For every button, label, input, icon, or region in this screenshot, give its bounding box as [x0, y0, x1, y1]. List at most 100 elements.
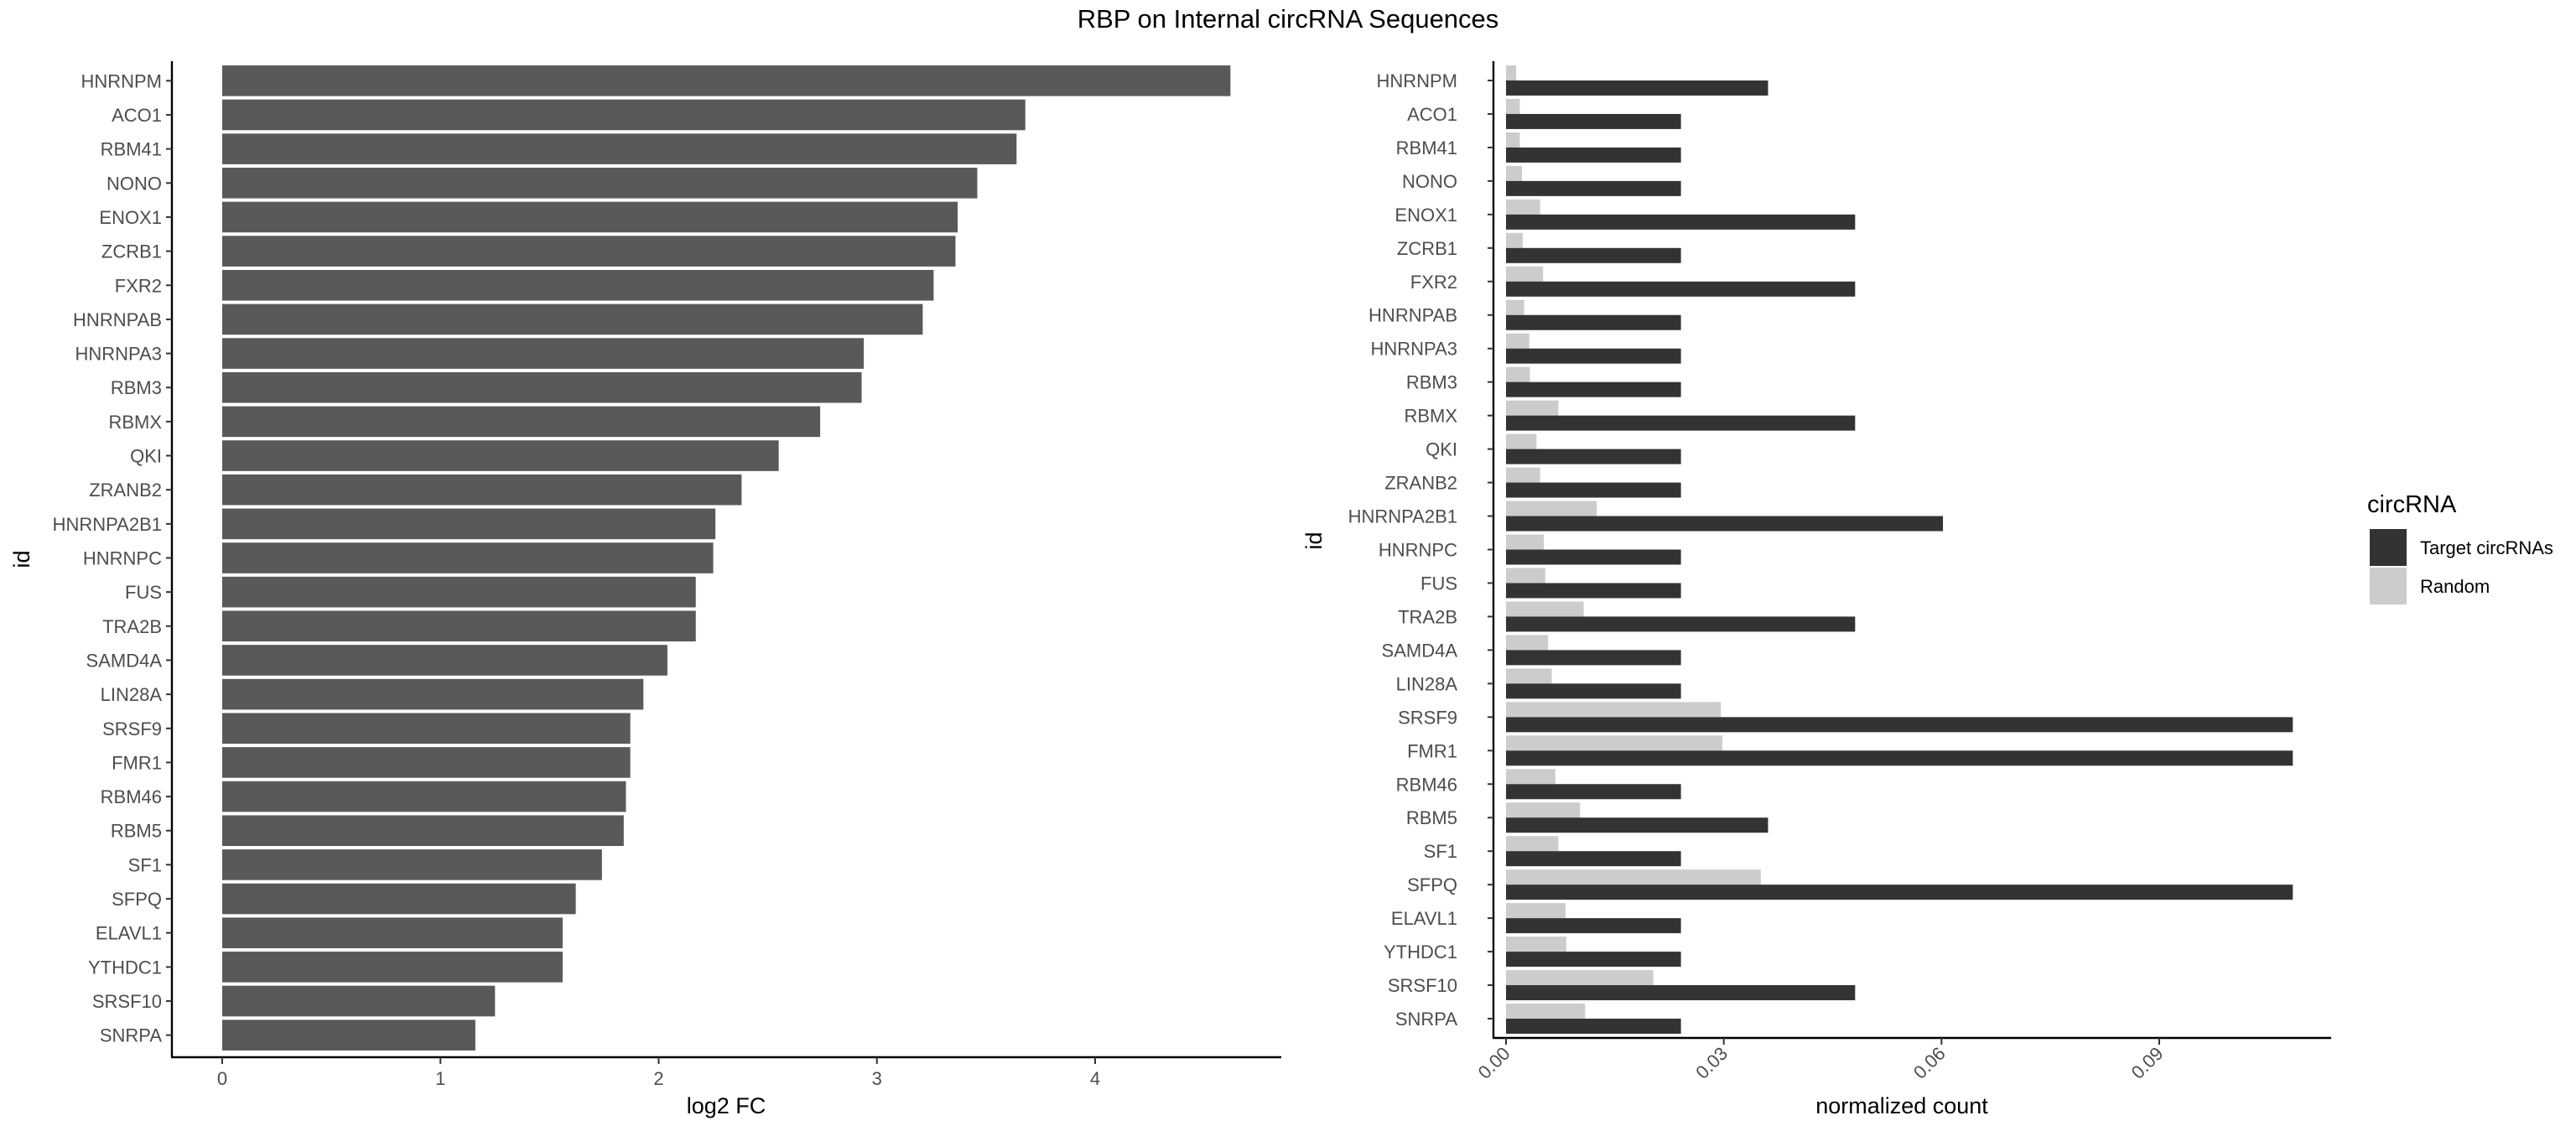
left-category-label-enox1: ENOX1 [99, 207, 162, 228]
right-bar-random-nono [1506, 165, 1523, 181]
left-category-label-rbmx: RBMX [108, 412, 162, 433]
right-bar-target-hnrnpa3 [1506, 348, 1681, 364]
left-category-label-hnrnpa2b1: HNRNPA2B1 [53, 514, 162, 535]
right-category-label-rbmx: RBMX [1404, 406, 1457, 427]
right-bar-target-rbm41 [1506, 147, 1681, 163]
right-bar-target-rbmx [1506, 415, 1856, 431]
right-category-label-zranb2: ZRANB2 [1384, 473, 1457, 494]
right-bar-random-rbm41 [1506, 132, 1520, 148]
left-x-axis-title: log2 FC [687, 1093, 766, 1118]
left-bar-zcrb1 [222, 236, 956, 267]
right-category-label-rbm46: RBM46 [1396, 774, 1457, 795]
right-bar-random-elavl1 [1506, 903, 1566, 919]
left-bar-hnrnpa2b1 [222, 508, 716, 540]
left-category-label-hnrnpab: HNRNPAB [73, 309, 162, 330]
left-category-label-aco1: ACO1 [112, 105, 162, 126]
left-bar-fxr2 [222, 269, 934, 301]
right-category-label-hnrnpab: HNRNPAB [1368, 305, 1457, 326]
left-category-label-sfpq: SFPQ [112, 889, 162, 910]
left-category-label-snrpa: SNRPA [100, 1025, 162, 1046]
right-bar-random-samd4a [1506, 635, 1549, 651]
right-category-label-ythdc1: YTHDC1 [1384, 942, 1457, 962]
right-bar-random-tra2b [1506, 601, 1584, 617]
left-chart-panel: HNRNPM ACO1 RBM41 NONO ENOX1 ZCRB1 FXR2 HNRNPAB… [9, 61, 1281, 1118]
right-category-label-lin28a: LIN28A [1396, 673, 1458, 694]
left-bar-snrpa [222, 1019, 475, 1051]
right-bar-target-zranb2 [1506, 482, 1681, 498]
left-bar-rbm46 [222, 781, 626, 812]
right-bar-random-srsf10 [1506, 970, 1654, 986]
right-x-tick-label: 0.03 [1691, 1043, 1732, 1083]
right-bar-random-aco1 [1506, 98, 1520, 114]
right-bar-random-fmr1 [1506, 735, 1722, 751]
right-category-label-srsf10: SRSF10 [1388, 975, 1457, 996]
left-x-tick-label: 1 [435, 1068, 445, 1089]
right-bar-target-sfpq [1506, 885, 2293, 900]
right-category-label-sf1: SF1 [1424, 841, 1457, 862]
right-bar-random-rbm3 [1506, 366, 1530, 382]
right-x-ticks: 0.00 0.03 0.06 0.09 [1474, 1038, 2168, 1083]
right-bar-random-ythdc1 [1506, 936, 1566, 952]
left-bar-srsf10 [222, 985, 496, 1017]
right-category-label-aco1: ACO1 [1407, 104, 1457, 125]
right-category-label-rbm5: RBM5 [1406, 807, 1457, 828]
right-category-label-fmr1: FMR1 [1407, 740, 1457, 761]
right-category-label-snrpa: SNRPA [1395, 1009, 1457, 1030]
right-category-label-hnrnpm: HNRNPM [1376, 70, 1457, 91]
right-bar-random-rbm5 [1506, 802, 1581, 818]
left-category-label-rbm3: RBM3 [111, 377, 162, 398]
left-y-axis-title: id [9, 550, 34, 568]
right-bar-random-hnrnpc [1506, 534, 1545, 550]
right-bar-random-lin28a [1506, 668, 1552, 684]
left-bar-fmr1 [222, 747, 631, 778]
right-bar-target-hnrnpa2b1 [1506, 516, 1944, 532]
left-category-label-elavl1: ELAVL1 [96, 923, 162, 944]
left-bar-hnrnpa3 [222, 338, 865, 369]
right-category-label-samd4a: SAMD4A [1382, 640, 1458, 661]
right-bar-target-enox1 [1506, 214, 1856, 230]
left-category-label-srsf10: SRSF10 [92, 991, 162, 1012]
left-x-tick-label: 3 [872, 1068, 882, 1089]
right-bar-random-fxr2 [1506, 266, 1544, 282]
left-x-tick-label: 4 [1090, 1068, 1100, 1089]
left-x-tick-label: 2 [653, 1068, 663, 1089]
right-bar-target-samd4a [1506, 650, 1681, 666]
right-bar-target-lin28a [1506, 683, 1681, 699]
left-bar-rbmx [222, 406, 821, 438]
right-category-label-nono: NONO [1402, 171, 1457, 192]
right-bar-target-nono [1506, 180, 1681, 196]
right-bar-target-fus [1506, 583, 1681, 599]
left-category-label-nono: NONO [106, 173, 162, 194]
right-bar-target-hnrnpab [1506, 314, 1681, 330]
right-bar-target-rbm3 [1506, 381, 1681, 397]
left-bar-sfpq [222, 883, 576, 915]
right-bar-random-zcrb1 [1506, 232, 1523, 248]
right-chart-panel: HNRNPM ACO1 RBM41 NONO ENOX1 ZCRB1 FXR2 HNRNPAB… [1301, 61, 2331, 1118]
left-category-label-fxr2: FXR2 [115, 275, 162, 296]
right-x-axis-title: normalized count [1815, 1093, 1988, 1118]
left-bars [222, 65, 1231, 1051]
right-category-label-rbm3: RBM3 [1406, 372, 1457, 393]
right-bar-random-sfpq [1506, 869, 1761, 885]
right-category-label-sfpq: SFPQ [1407, 874, 1457, 895]
left-category-label-rbm41: RBM41 [101, 139, 162, 160]
right-bar-random-rbm46 [1506, 769, 1555, 785]
right-bar-target-aco1 [1506, 113, 1681, 129]
legend-label-random: Random [2420, 576, 2490, 597]
left-bar-hnrnpab [222, 304, 923, 335]
right-bar-target-srsf9 [1506, 717, 2293, 733]
right-bar-random-hnrnpab [1506, 299, 1524, 315]
legend: circRNA Target circRNAs Random [2367, 491, 2553, 604]
right-bar-random-rbmx [1506, 400, 1559, 416]
right-bar-target-rbm46 [1506, 784, 1681, 800]
left-category-label-hnrnpc: HNRNPC [83, 548, 162, 569]
legend-title: circRNA [2367, 491, 2457, 518]
left-category-label-sf1: SF1 [128, 854, 162, 875]
right-bar-target-fxr2 [1506, 281, 1856, 297]
right-category-label-hnrnpa3: HNRNPA3 [1370, 339, 1457, 360]
left-bar-qki [222, 440, 779, 471]
chart-title: RBP on Internal circRNA Sequences [1078, 4, 1499, 34]
right-bar-random-zranb2 [1506, 467, 1540, 483]
left-x-ticks: 0 1 2 3 4 [217, 1057, 1100, 1089]
